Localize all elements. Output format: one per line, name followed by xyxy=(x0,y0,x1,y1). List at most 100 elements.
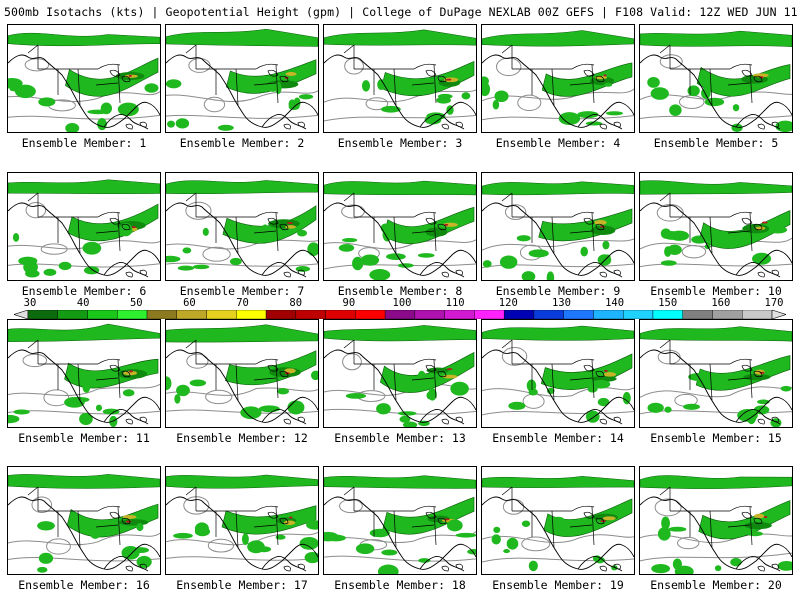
great-lakes xyxy=(583,364,605,378)
isotach-speckle xyxy=(95,404,103,412)
colorbar-swatch xyxy=(414,310,445,319)
ensemble-member-map xyxy=(166,28,318,131)
isotach-speckle xyxy=(669,104,682,116)
isotach-speckle xyxy=(361,80,371,92)
ensemble-member-panel xyxy=(323,319,477,428)
isotach-speckle xyxy=(528,249,549,258)
height-contour xyxy=(482,557,634,563)
northern-jet-isotach xyxy=(640,475,792,489)
ensemble-member-label: Ensemble Member: 1 xyxy=(21,136,147,150)
isotach-speckle xyxy=(87,109,109,115)
ensemble-member-label: Ensemble Member: 9 xyxy=(495,284,621,298)
caribbean-islands xyxy=(599,269,621,278)
height-contour xyxy=(166,387,318,396)
coastline xyxy=(166,349,318,423)
colorbar-tick-label: 120 xyxy=(498,297,518,309)
height-contour xyxy=(482,411,634,416)
political-borders xyxy=(501,486,595,548)
ensemble-member-label: Ensemble Member: 8 xyxy=(337,284,463,298)
northern-jet-isotach xyxy=(166,474,318,489)
ensemble-member-panel xyxy=(7,24,161,133)
isotach-speckle xyxy=(674,565,694,574)
ensemble-member-map xyxy=(8,474,160,573)
coastline xyxy=(482,54,634,128)
isotach-speckle xyxy=(275,534,286,540)
isotach-speckle xyxy=(189,379,207,387)
colorbar-swatch xyxy=(533,310,564,319)
isotach-speckle xyxy=(622,391,631,405)
jet-stream-isotach xyxy=(65,57,159,97)
coastline xyxy=(482,496,634,570)
coastline xyxy=(324,54,476,128)
colorbar-tick-label: 130 xyxy=(551,297,571,309)
isotach-speckle xyxy=(352,256,364,271)
coastline xyxy=(577,114,623,130)
height-contour-closed-low xyxy=(654,498,682,517)
isotach-speckle xyxy=(528,560,538,572)
ensemble-member-map xyxy=(324,180,476,280)
northern-jet-isotach xyxy=(166,28,318,47)
isotach-speckle xyxy=(217,124,234,131)
height-contour-closed-low xyxy=(25,202,47,219)
jet-stream-core xyxy=(743,373,771,381)
coastline xyxy=(261,409,307,425)
isotach-speckle xyxy=(82,380,91,393)
colorbar-swatch xyxy=(563,310,594,319)
northern-jet-isotach xyxy=(166,324,318,343)
political-borders xyxy=(659,339,753,401)
isotach-speckle xyxy=(780,385,792,392)
colorbar-swatch xyxy=(593,310,624,319)
great-lakes xyxy=(583,69,605,83)
height-contour xyxy=(640,386,792,398)
isotach-speckle xyxy=(136,523,144,532)
isotach-speckle xyxy=(144,83,159,93)
height-contour xyxy=(640,410,792,415)
northern-jet-isotach xyxy=(482,325,634,341)
height-contour xyxy=(8,557,160,562)
jet-stream-isotach xyxy=(380,351,475,393)
isotach-speckle xyxy=(369,268,391,280)
ensemble-member-map xyxy=(8,323,160,427)
jet-stream-peak xyxy=(603,74,607,77)
height-contour-closed-low xyxy=(341,204,365,219)
coastline xyxy=(8,349,160,423)
colorbar-tick-label: 30 xyxy=(23,297,37,309)
political-borders xyxy=(27,44,121,106)
height-contour xyxy=(324,115,476,122)
jet-stream-max xyxy=(754,513,765,519)
isotach-speckle xyxy=(447,519,463,532)
great-lakes xyxy=(267,69,289,83)
ensemble-member-panel xyxy=(165,24,319,133)
jet-stream-peak xyxy=(128,74,132,77)
colorbar-swatch xyxy=(712,310,743,319)
isotach-speckle xyxy=(306,520,318,530)
jet-stream-peak xyxy=(129,370,133,373)
isotach-speckle xyxy=(669,230,690,241)
jet-stream-max xyxy=(755,226,766,231)
isotach-speckle xyxy=(355,543,375,555)
northern-jet-isotach xyxy=(8,474,160,489)
jet-stream-core xyxy=(425,227,448,237)
coastline xyxy=(640,496,792,570)
ensemble-member-label: Ensemble Member: 10 xyxy=(650,284,782,298)
isotach-speckle xyxy=(9,87,23,92)
isotach-speckle xyxy=(602,240,610,250)
isotach-speckle xyxy=(8,414,20,424)
isotach-speckle xyxy=(277,388,290,395)
ensemble-member-label: Ensemble Member: 2 xyxy=(179,136,305,150)
isotach-speckle xyxy=(376,403,391,415)
isotach-speckle xyxy=(427,388,437,401)
isotach-speckle xyxy=(177,265,195,271)
colorbar-right-arrow xyxy=(771,310,786,319)
ensemble-member-map xyxy=(482,30,634,130)
coastline xyxy=(103,409,149,425)
height-contour-closed-high xyxy=(365,97,389,111)
colorbar-svg xyxy=(14,310,786,319)
height-contour xyxy=(166,239,318,250)
height-contour-closed-low xyxy=(24,58,50,72)
colorbar-tick-label: 160 xyxy=(711,297,731,309)
isotach-speckle xyxy=(450,381,469,396)
isotach-speckle xyxy=(97,118,107,131)
northern-jet-isotach xyxy=(640,30,792,47)
